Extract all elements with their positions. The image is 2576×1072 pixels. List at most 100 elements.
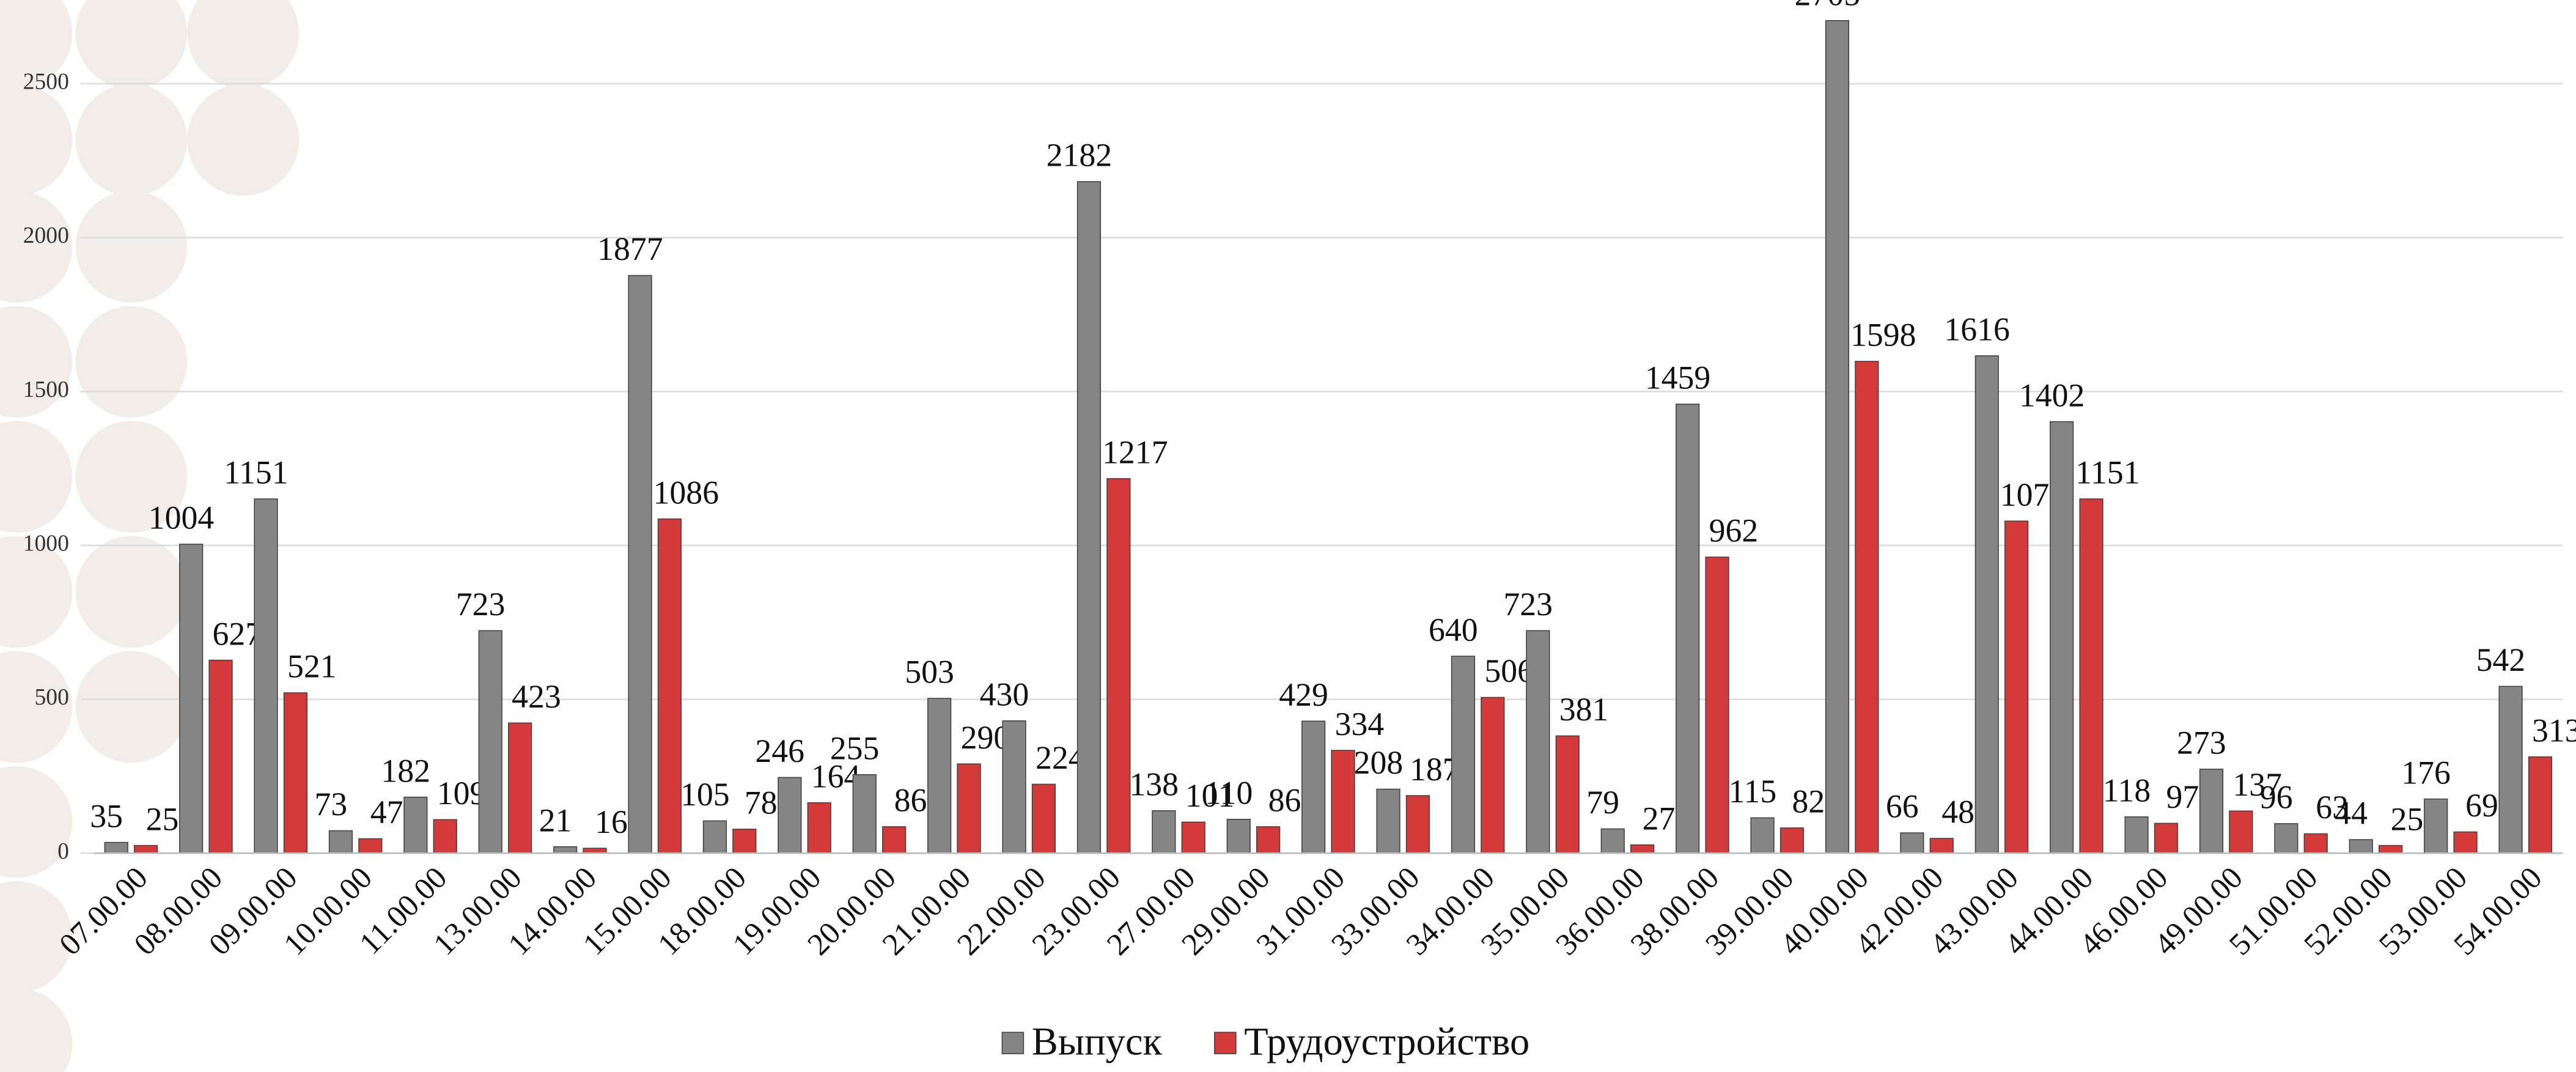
bar (1929, 838, 1954, 854)
y-tick-label: 1000 (23, 531, 69, 556)
bar (507, 722, 532, 854)
data-label: 66 (1886, 788, 1919, 825)
data-label: 138 (1129, 766, 1179, 802)
bar (1705, 556, 1729, 854)
data-label: 27 (1643, 800, 1676, 837)
bar (1405, 795, 1430, 854)
data-label: 44 (2335, 795, 2368, 832)
bar (1256, 826, 1281, 854)
bar (1226, 819, 1251, 854)
bar (254, 498, 278, 854)
bar (2498, 686, 2523, 854)
data-label: 208 (1354, 744, 1404, 781)
y-tick-label: 500 (34, 684, 68, 710)
data-label: 521 (287, 648, 337, 685)
bar (2229, 810, 2253, 854)
data-label: 429 (1279, 676, 1328, 713)
data-label: 86 (1268, 782, 1301, 819)
bar (104, 841, 128, 854)
data-label: 962 (1709, 512, 1759, 549)
bar (1451, 656, 1476, 854)
bar (2453, 831, 2478, 854)
data-label: 2705 (1795, 0, 1861, 12)
data-label: 1459 (1645, 360, 1711, 396)
data-label: 69 (2465, 787, 2498, 824)
bar (1481, 697, 1505, 854)
bar (283, 692, 308, 854)
bar (1002, 720, 1026, 854)
data-label: 96 (2260, 779, 2293, 816)
data-label: 105 (680, 776, 730, 813)
data-label: 2182 (1047, 137, 1113, 174)
data-label: 627 (213, 615, 262, 652)
data-label: 224 (1036, 739, 1085, 776)
data-label: 115 (1729, 773, 1777, 810)
data-label: 25 (2391, 800, 2424, 837)
data-label: 1598 (1850, 317, 1916, 353)
bar (657, 518, 682, 854)
bar (2199, 768, 2224, 854)
data-label: 542 (2476, 641, 2526, 678)
bar (553, 846, 578, 854)
data-label: 1004 (149, 500, 215, 536)
bar (1106, 478, 1131, 854)
bar (2379, 845, 2403, 854)
data-label: 1151 (2075, 454, 2140, 491)
y-tick-label: 2000 (23, 223, 69, 248)
bar (1331, 750, 1355, 854)
data-label: 1151 (224, 454, 289, 491)
bar (1750, 817, 1775, 854)
bar (2050, 421, 2074, 854)
bar (178, 544, 204, 854)
bar (2079, 498, 2103, 854)
bar (732, 829, 757, 854)
data-label: 182 (381, 752, 430, 789)
data-label: 334 (1335, 706, 1385, 742)
bar (1031, 783, 1056, 854)
bar (133, 845, 158, 854)
data-label: 723 (1503, 586, 1553, 623)
bar (478, 630, 502, 854)
legend-label: Трудоустройство (1244, 1019, 1529, 1063)
bar (852, 774, 877, 854)
bar (1181, 821, 1205, 854)
data-label: 48 (1941, 794, 1974, 830)
data-label: 640 (1429, 612, 1478, 648)
data-label: 503 (905, 654, 954, 690)
bar (2004, 520, 2029, 854)
data-label: 313 (2532, 712, 2576, 749)
bar (702, 820, 727, 854)
data-label: 1217 (1102, 434, 1168, 470)
legend-swatch (1214, 1032, 1237, 1054)
bar (1630, 844, 1655, 854)
data-label: 25 (146, 800, 179, 837)
data-label: 1877 (597, 231, 663, 267)
data-label: 16 (595, 804, 628, 840)
bar (957, 763, 981, 854)
data-label: 255 (830, 730, 880, 767)
data-label: 73 (314, 786, 347, 822)
bar (2303, 833, 2328, 854)
data-label: 137 (2232, 766, 2282, 803)
bar (1301, 720, 1326, 854)
data-label: 86 (894, 782, 927, 819)
data-label: 273 (2177, 724, 2226, 761)
data-label: 290 (961, 719, 1010, 756)
legend-label: Выпуск (1032, 1019, 1163, 1063)
data-label: 1086 (653, 474, 719, 511)
bar (881, 826, 907, 854)
bar (927, 698, 952, 854)
data-label: 97 (2166, 778, 2199, 815)
bar (403, 796, 428, 854)
bar (1825, 20, 1850, 854)
data-label: 101 (1185, 777, 1235, 814)
data-label: 164 (811, 758, 861, 794)
bar (807, 802, 831, 854)
data-label: 63 (2316, 789, 2349, 826)
bar (2528, 756, 2553, 854)
bar (1152, 810, 1176, 854)
bar (778, 777, 802, 854)
bar (208, 659, 233, 854)
data-label: 109 (437, 775, 487, 811)
